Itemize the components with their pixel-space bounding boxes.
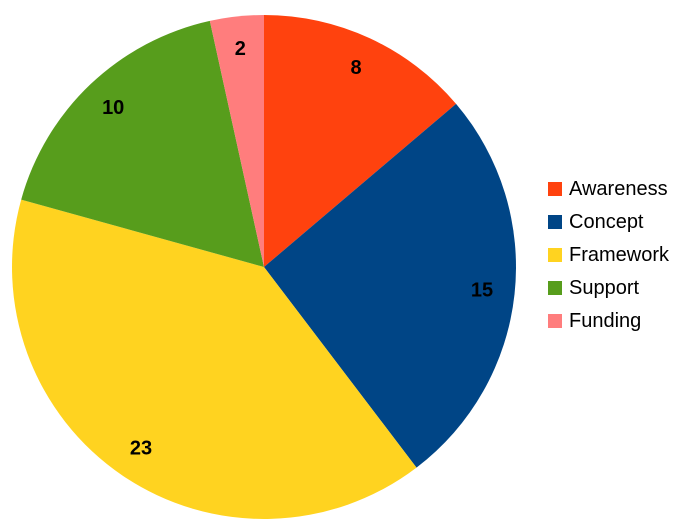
data-labels: 8 15 23 10 2 — [102, 38, 493, 460]
legend-item-funding: Funding — [548, 310, 641, 332]
legend-item-support: Support — [548, 277, 639, 299]
legend-swatch-framework — [548, 248, 562, 262]
legend-label-support: Support — [569, 277, 639, 299]
legend-swatch-awareness — [548, 182, 562, 196]
pie-slice-awareness — [264, 15, 457, 267]
legend-label-funding: Funding — [569, 310, 641, 332]
legend-swatch-support — [548, 281, 562, 295]
legend-label-framework: Framework — [569, 244, 670, 266]
data-label-framework: 23 — [130, 438, 152, 460]
legend-label-concept: Concept — [569, 211, 644, 233]
pie-slice-funding — [209, 15, 264, 267]
pie-slice-concept — [264, 103, 516, 468]
data-label-concept: 15 — [471, 280, 493, 302]
pie-slice-support — [21, 20, 264, 267]
legend-swatch-funding — [548, 314, 562, 328]
legend-swatch-concept — [548, 215, 562, 229]
legend-item-concept: Concept — [548, 211, 644, 233]
data-label-support: 10 — [102, 97, 124, 119]
legend-item-awareness: Awareness — [548, 178, 668, 200]
legend-item-framework: Framework — [548, 244, 670, 266]
pie-slice-framework — [12, 199, 417, 519]
data-label-funding: 2 — [235, 38, 246, 60]
data-label-awareness: 8 — [351, 57, 362, 79]
legend-label-awareness: Awareness — [569, 178, 668, 200]
pie-slices — [12, 15, 516, 519]
legend: Awareness Concept Framework Support Funding — [548, 178, 670, 332]
